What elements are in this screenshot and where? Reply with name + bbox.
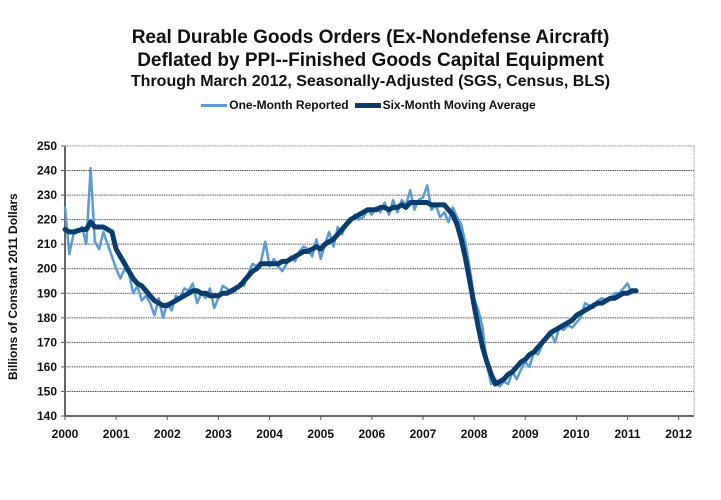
x-tick-label: 2003 [205, 427, 232, 441]
y-tick-label: 210 [37, 237, 57, 251]
x-tick-label: 2005 [307, 427, 334, 441]
x-tick-label: 2000 [52, 427, 79, 441]
y-tick-label: 230 [37, 188, 57, 202]
y-tick-label: 170 [37, 335, 57, 349]
y-tick-label: 180 [37, 311, 57, 325]
legend: One-Month Reported Six-Month Moving Aver… [8, 98, 721, 112]
legend-swatch-six-month [354, 102, 381, 108]
x-tick-label: 2010 [563, 427, 590, 441]
y-tick-label: 150 [37, 384, 57, 398]
x-tick-label: 2007 [410, 427, 437, 441]
x-tick-label: 2002 [154, 427, 181, 441]
y-tick-label: 140 [37, 409, 57, 423]
y-tick-label: 160 [37, 360, 57, 374]
x-tick-label: 2004 [256, 427, 283, 441]
x-tick-label: 2001 [103, 427, 130, 441]
y-tick-label: 190 [37, 286, 57, 300]
x-tick-label: 2011 [614, 427, 640, 441]
chart-title: Real Durable Goods Orders (Ex-Nondefense… [131, 27, 610, 48]
chart-title-block: Real Durable Goods Orders (Ex-Nondefense… [0, 26, 721, 92]
legend-label-six-month: Six-Month Moving Average [382, 98, 536, 112]
legend-item-one-month: One-Month Reported [201, 98, 349, 112]
series-line-one-month-reported [63, 166, 638, 388]
legend-item-six-month: Six-Month Moving Average [354, 98, 536, 112]
x-tick-label: 2012 [665, 427, 692, 441]
chart-subtitle: Deflated by PPI--Finished Goods Capital … [137, 50, 604, 71]
x-tick-label: 2008 [461, 427, 488, 441]
legend-label-one-month: One-Month Reported [229, 98, 349, 112]
y-tick-label: 250 [37, 139, 57, 153]
y-tick-label: 200 [37, 262, 57, 276]
x-tick-label: 2009 [512, 427, 539, 441]
legend-swatch-one-month [201, 103, 228, 107]
y-tick-label: 220 [37, 213, 57, 227]
y-tick-label: 240 [37, 164, 57, 178]
chart-subtitle-2: Through March 2012, Seasonally-Adjusted … [130, 73, 611, 90]
x-tick-label: 2006 [358, 427, 385, 441]
series-line-six-month-moving-average [62, 200, 639, 387]
